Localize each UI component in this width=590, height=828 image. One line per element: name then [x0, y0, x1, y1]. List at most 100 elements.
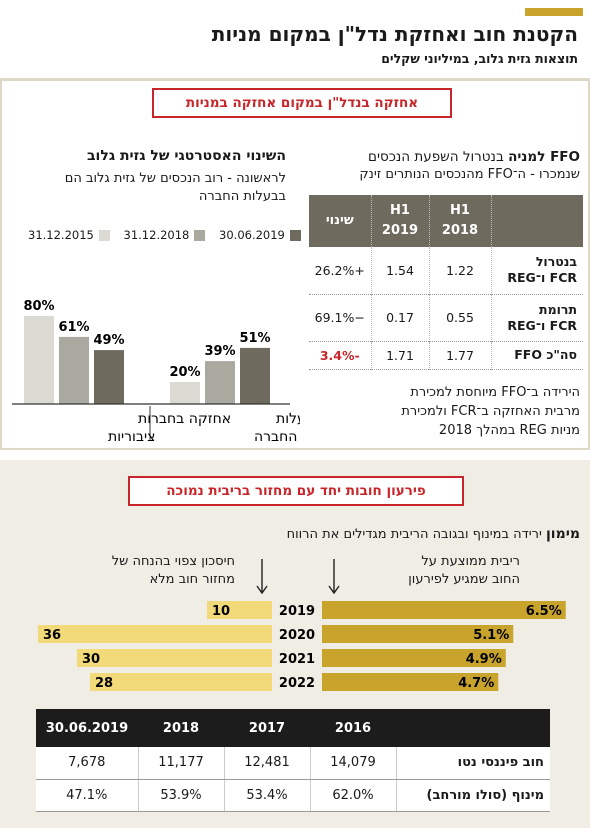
arrow-left-text: חיסכון צפוי בהנחה של מחזור חוב מלא: [111, 554, 235, 587]
ffo-cell: 1.71: [370, 341, 429, 370]
strategy-body-line2: בבעלות החברה: [198, 189, 286, 204]
rate-bar-label: 4.7%: [458, 676, 494, 691]
ffo-col-2019: H1 2019: [370, 195, 429, 247]
ffo-cell: 1.54: [370, 247, 429, 295]
financing-heading: מימון ירידה במינוף ובגובה הריבית מגדילים…: [287, 525, 580, 544]
year-label: 2021: [279, 652, 315, 667]
category-label-public: אחזקה בחברות ציבוריות: [108, 411, 231, 445]
ffo-heading: FFO למניה בנטרול השפעת הנכסים שנמכרו - ה…: [359, 148, 580, 184]
ffo-cell: 1.22: [428, 247, 491, 295]
savings-bar: [207, 601, 272, 619]
page-subtitle: תוצאות גזית גלוב, במיליוני שקלים: [381, 51, 578, 66]
debt-cell: 14,079: [309, 747, 396, 780]
debt-cell: 53.9%: [137, 779, 224, 812]
strategy-title: השינוי האסטרטגי של גזית גלוב: [87, 148, 286, 164]
debt-col-2017: 2017: [224, 709, 310, 747]
page-title: הקטנת חוב ואחזקת נדל"ן במקום מניות: [211, 22, 578, 46]
arrow-right-icon: [328, 559, 340, 595]
debt-cell: 62.0%: [309, 779, 396, 812]
financing-bar-chart: 6.5% 10 2019 5.1% 36 2020 4.9% 30 2021 4.7% 28 2022: [38, 559, 566, 691]
savings-bar-label: 28: [95, 676, 113, 691]
rate-bar-label: 6.5%: [526, 604, 562, 619]
rate-bar-label: 5.1%: [473, 628, 509, 643]
year-label: 2020: [279, 628, 315, 643]
table-row: תרומת FCR ו־REG 0.55 0.17 −69.1%: [309, 294, 583, 342]
ffo-col-change: שינוי: [309, 195, 371, 247]
year-label: 2022: [279, 676, 315, 691]
financing-heading-rest: ירידה במינוף ובגובה הריבית מגדילים את הר…: [286, 527, 546, 542]
ffo-change-cell: +26.2%: [309, 247, 371, 295]
savings-bar: [38, 625, 272, 643]
debt-cell: 12,481: [223, 747, 310, 780]
section2-label: פירעון חובות יחד עם מחזור בריבית נמוכה: [128, 476, 464, 506]
savings-bar: [77, 649, 272, 667]
ffo-cell: 1.77: [428, 341, 491, 370]
bar-value-label: 80%: [23, 299, 54, 314]
ffo-change-cell-highlight: -3.4%: [309, 341, 371, 370]
ffo-cell: 0.55: [428, 294, 491, 342]
ffo-col-2018: H1 2018: [428, 195, 491, 247]
legend-item-2019: 30.06.2019: [219, 228, 301, 242]
ffo-heading-bold: FFO למניה: [508, 149, 580, 165]
year-label: 2019: [279, 604, 315, 619]
bar: [24, 316, 54, 404]
debt-col-2019: 30.06.2019: [36, 709, 138, 747]
bar-value-label: 20%: [169, 365, 200, 380]
debt-col-label: [396, 709, 550, 747]
accent-bar: [525, 8, 583, 16]
bar: [240, 347, 270, 404]
ffo-change-cell: −69.1%: [309, 294, 371, 342]
chart-legend: 30.06.2019 31.12.2018 31.12.2015: [18, 228, 301, 244]
rate-bar: [322, 649, 506, 667]
legend-item-2018: 31.12.2018: [124, 228, 206, 242]
bar-value-label: 49%: [93, 333, 124, 348]
rate-bar-label: 4.9%: [466, 652, 502, 667]
strategy-body: לראשונה - רוב הנכסים של גזית גלוב הם בבע…: [65, 170, 286, 206]
ffo-row-label: סה"כ FFO: [490, 341, 583, 370]
bar: [205, 361, 235, 404]
rate-bar: [322, 673, 499, 691]
bar-value-label: 51%: [239, 331, 270, 346]
table-row: מינוף (סולו מורחב) 62.0% 53.4% 53.9% 47.…: [36, 779, 550, 812]
debt-table: 2016 2017 2018 30.06.2019 חוב פיננסי נטו…: [36, 709, 550, 812]
legend-swatch-2019: [289, 229, 301, 241]
debt-col-2016: 2016: [310, 709, 396, 747]
arrow-left-icon: [256, 559, 268, 595]
savings-bar-label: 10: [212, 604, 230, 619]
section-real-estate: [0, 78, 590, 450]
ffo-col-label: [490, 195, 583, 247]
financing-heading-bold: מימון: [546, 526, 580, 542]
debt-row-label: מינוף (סולו מורחב): [395, 779, 550, 812]
bar: [170, 382, 200, 404]
section1-label: אחזקה בנדל"ן במקום אחזקה במניות: [152, 88, 452, 118]
ffo-note: הירידה ב־FFO מיוחסת למכירת מרבית האחזקה …: [401, 385, 580, 438]
debt-cell: 11,177: [137, 747, 224, 780]
ffo-table-header: H1 2018 H1 2019 שינוי: [309, 195, 583, 247]
ffo-cell: 0.17: [370, 294, 429, 342]
bar-value-label: 61%: [58, 320, 89, 335]
debt-cell: 53.4%: [223, 779, 310, 812]
savings-bar: [90, 673, 272, 691]
bar: [94, 350, 124, 404]
debt-cell: 47.1%: [36, 779, 138, 812]
table-row: סה"כ FFO 1.77 1.71 -3.4%: [309, 341, 583, 370]
savings-bar-label: 36: [43, 628, 61, 643]
table-row: חוב פיננסי נטו 14,079 12,481 11,177 7,67…: [36, 747, 550, 780]
debt-row-label: חוב פיננסי נטו: [395, 747, 550, 780]
table-row: בנטרול FCR ו־REG 1.22 1.54 +26.2%: [309, 247, 583, 295]
strategy-body-line1: לראשונה - רוב הנכסים של גזית גלוב הם: [64, 171, 286, 186]
rate-bar: [322, 601, 566, 619]
legend-item-2015: 31.12.2015: [28, 228, 110, 242]
debt-col-2018: 2018: [138, 709, 224, 747]
ownership-bar-chart: 80%61%49%20%39%51% אחזקה בחברות ציבוריות …: [12, 299, 300, 445]
arrow-right-text: ריבית ממוצעת על החוב שמגיע לפירעון: [408, 554, 520, 587]
rate-bar: [322, 625, 514, 643]
debt-table-header: 2016 2017 2018 30.06.2019: [36, 709, 550, 747]
bar: [59, 336, 89, 404]
ffo-row-label: תרומת FCR ו־REG: [490, 294, 583, 342]
ffo-heading-rest: בנטרול השפעת הנכסים: [368, 149, 509, 165]
legend-swatch-2018: [194, 229, 206, 241]
bar-value-label: 39%: [204, 344, 235, 359]
savings-bar-label: 30: [82, 652, 100, 667]
